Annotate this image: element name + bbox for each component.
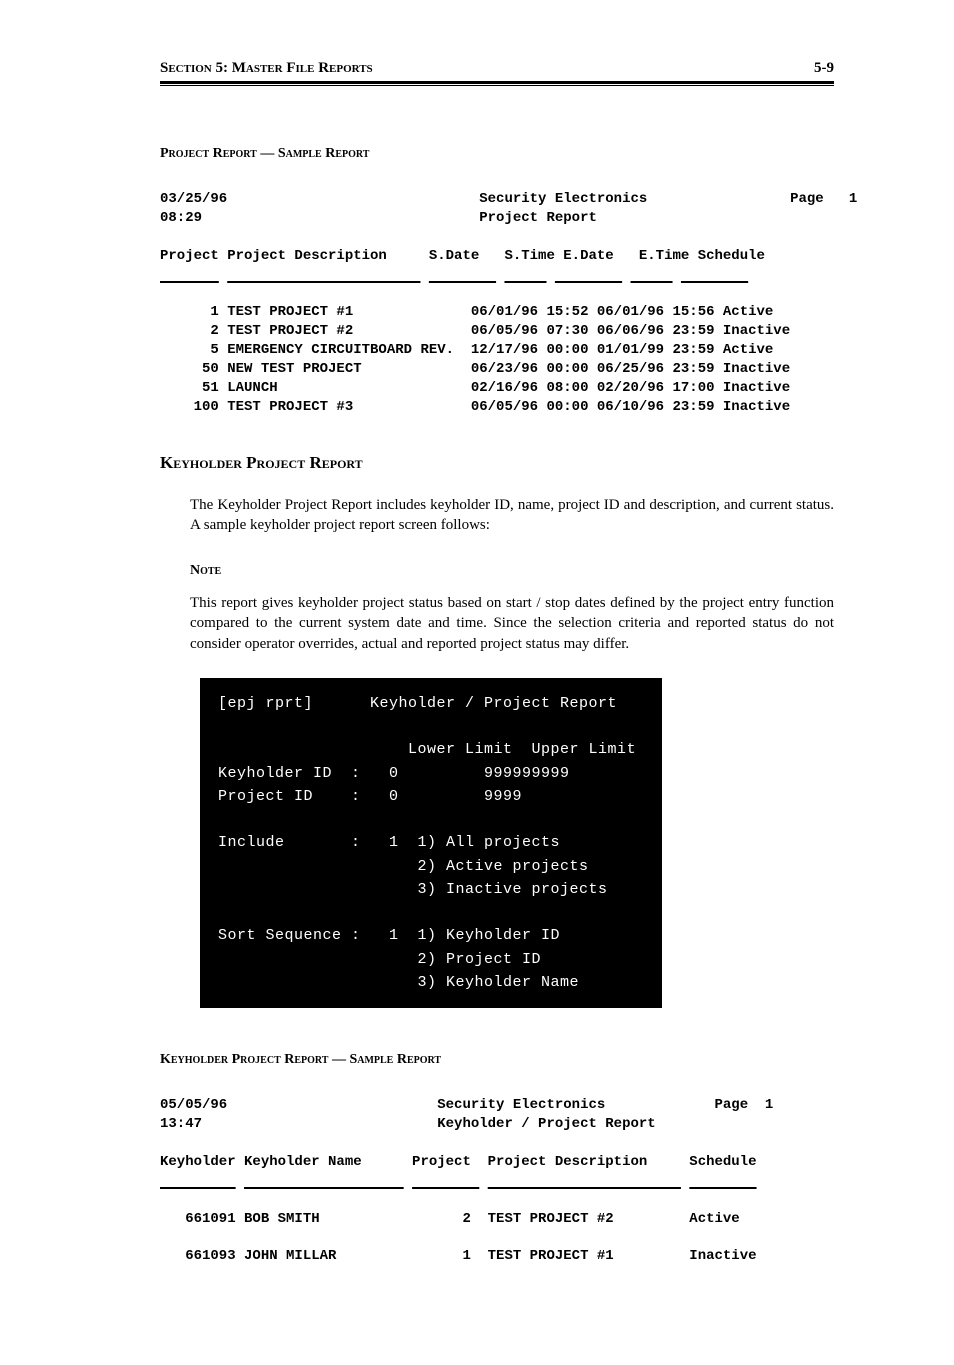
- project-report-sample: 03/25/96 Security Electronics Page 1 08:…: [160, 190, 834, 417]
- keyholder-project-report-sample: 05/05/96 Security Electronics Page 1 13:…: [160, 1096, 834, 1285]
- header-rule-thin: [160, 85, 834, 86]
- note-body: This report gives keyholder project stat…: [190, 593, 834, 654]
- keyholder-project-report-heading: Keyholder Project Report: [160, 453, 834, 473]
- note-heading: Note: [190, 563, 834, 579]
- page-header: Section 5: Master File Reports 5-9: [160, 60, 834, 77]
- keyholder-project-report-caption: Keyholder Project Report — Sample Report: [160, 1052, 834, 1068]
- header-rule-thick: [160, 81, 834, 84]
- project-report-caption: Project Report — Sample Report: [160, 146, 834, 162]
- keyholder-report-terminal-screen: [epj rprt] Keyholder / Project Report Lo…: [200, 678, 662, 1008]
- keyholder-project-report-body: The Keyholder Project Report includes ke…: [190, 495, 834, 536]
- header-right: 5-9: [814, 60, 834, 77]
- header-left: Section 5: Master File Reports: [160, 60, 373, 77]
